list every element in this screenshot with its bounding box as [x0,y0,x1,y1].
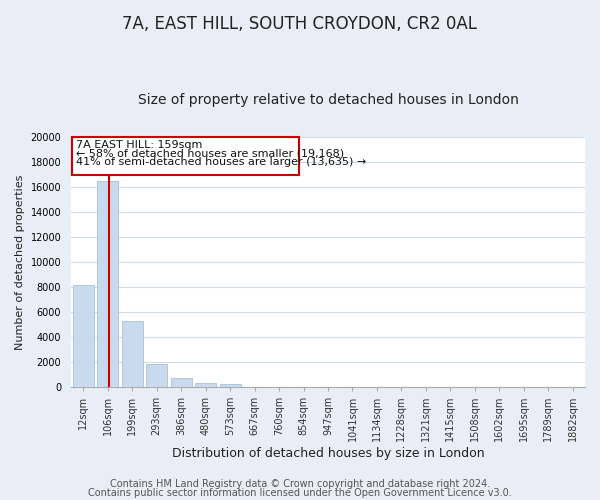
Text: Contains public sector information licensed under the Open Government Licence v3: Contains public sector information licen… [88,488,512,498]
X-axis label: Distribution of detached houses by size in London: Distribution of detached houses by size … [172,447,484,460]
Bar [195,383,216,387]
Title: Size of property relative to detached houses in London: Size of property relative to detached ho… [137,93,518,107]
Bar [146,364,167,387]
FancyBboxPatch shape [72,138,299,175]
Text: ← 58% of detached houses are smaller (19,168): ← 58% of detached houses are smaller (19… [76,148,344,158]
Y-axis label: Number of detached properties: Number of detached properties [15,174,25,350]
Bar [97,181,118,387]
Text: Contains HM Land Registry data © Crown copyright and database right 2024.: Contains HM Land Registry data © Crown c… [110,479,490,489]
Bar [73,284,94,387]
Text: 7A EAST HILL: 159sqm: 7A EAST HILL: 159sqm [76,140,202,150]
Bar [220,384,241,387]
Text: 7A, EAST HILL, SOUTH CROYDON, CR2 0AL: 7A, EAST HILL, SOUTH CROYDON, CR2 0AL [122,15,478,33]
Bar [171,378,191,387]
Text: 41% of semi-detached houses are larger (13,635) →: 41% of semi-detached houses are larger (… [76,158,366,168]
Bar [122,321,143,387]
